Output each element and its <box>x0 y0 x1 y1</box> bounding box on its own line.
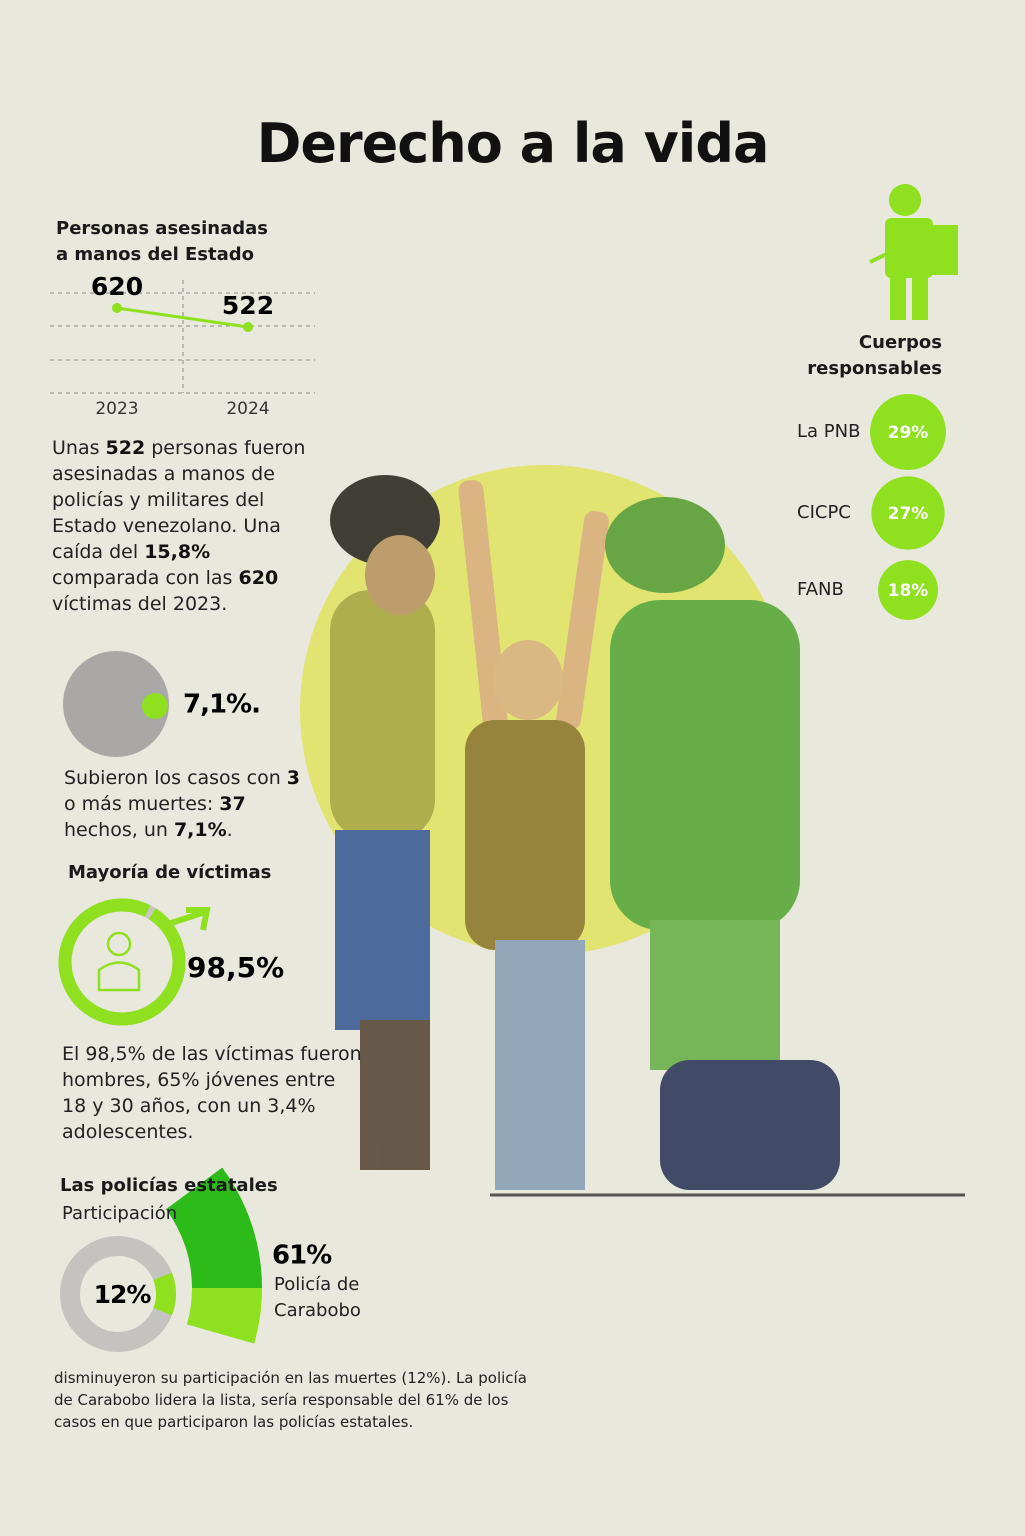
paragraph: disminuyeron su participación en las mue… <box>54 1367 529 1433</box>
text-run: 522 <box>105 437 146 459</box>
chart-title: Cuerpos responsables <box>807 332 942 379</box>
male-arrow <box>164 909 206 928</box>
fan-rest <box>186 1288 262 1344</box>
value-label: 620 <box>91 272 143 301</box>
bubble <box>870 394 946 470</box>
text-run: 3 <box>286 767 301 789</box>
soldier-icon <box>869 184 958 320</box>
line <box>116 306 249 329</box>
point <box>112 303 122 314</box>
person-body <box>97 961 141 992</box>
value-label: 7,1%. <box>183 690 260 720</box>
value-label: 12% <box>94 1280 152 1309</box>
paragraph: Unas 522 personas fueron asesinadas a ma… <box>52 435 317 617</box>
point <box>243 322 253 333</box>
value-label: 98,5% <box>187 951 284 984</box>
illustration <box>300 465 965 1197</box>
text-run: comparada con las <box>52 567 239 589</box>
text-run: hechos, un <box>64 819 174 841</box>
male-icon <box>164 907 211 931</box>
page-title: Derecho a la vida <box>256 112 770 175</box>
text-run: 37 <box>219 793 246 815</box>
text-run: o más muertes: <box>64 793 220 815</box>
x-tick-label: 2023 <box>95 399 138 419</box>
x-tick-label: 2024 <box>226 399 269 419</box>
text-run: 7,1% <box>173 819 227 841</box>
chart-title: Personas asesinadas a manos del Estado <box>56 218 268 265</box>
text-run: personas fueron asesinadas a manos de po… <box>52 437 306 563</box>
text-run: El 98,5% de las víctimas fueron hombres,… <box>62 1043 362 1143</box>
chart-title: Mayoría de víctimas <box>68 862 272 883</box>
dot <box>141 692 169 720</box>
bubble <box>871 476 945 550</box>
text-run: Unas <box>52 437 106 459</box>
male-arrow-head <box>186 907 211 931</box>
bubble-label: 29% <box>888 423 929 443</box>
category-label: La PNB <box>797 421 860 442</box>
donut-arc <box>153 1272 176 1316</box>
category-label: FANB <box>797 579 844 600</box>
chart-subtitle: Participación <box>62 1203 178 1224</box>
category-label: CICPC <box>797 502 851 523</box>
value-label: 61% <box>272 1241 332 1271</box>
text-run: víctimas del 2023. <box>52 593 228 615</box>
bubble-label: 18% <box>888 581 929 601</box>
text-run: . <box>226 819 233 841</box>
paragraph: El 98,5% de las víctimas fueron hombres,… <box>62 1041 362 1145</box>
bubble-label: 27% <box>888 504 929 524</box>
person-icon <box>97 931 141 992</box>
ring-arc <box>58 898 186 1026</box>
fan-wedge <box>165 1167 262 1288</box>
chart-title: Las policías estatales <box>60 1175 278 1196</box>
text-run: disminuyeron su participación en las mue… <box>54 1369 527 1431</box>
paragraph: Subieron los casos con 3 o más muertes: … <box>64 765 304 843</box>
text-run: 620 <box>238 567 279 589</box>
text-run: 15,8% <box>144 541 211 563</box>
bubble <box>878 560 938 620</box>
person-head <box>106 931 132 957</box>
value-label: 522 <box>222 291 274 320</box>
pie-base <box>63 651 169 757</box>
text-run: Subieron los casos con <box>64 767 287 789</box>
category-label: Policía de Carabobo <box>274 1274 361 1321</box>
